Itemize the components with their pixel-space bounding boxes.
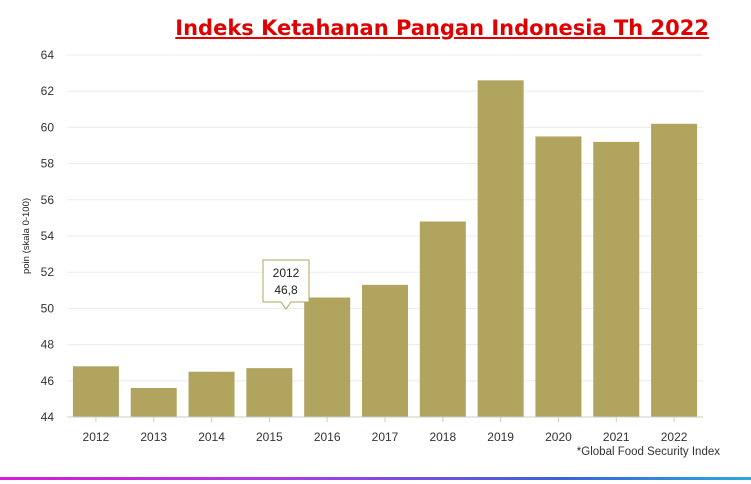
source-note: *Global Food Security Index — [576, 446, 720, 458]
bottom-divider — [0, 477, 751, 480]
y-tick-label: 52 — [41, 265, 55, 279]
bar-2022[interactable] — [651, 123, 698, 417]
data-tooltip: 2012 46,8 — [262, 259, 310, 310]
y-tick-label: 48 — [41, 338, 55, 352]
bar-2013[interactable] — [130, 388, 177, 417]
y-tick-label: 62 — [41, 84, 55, 98]
tooltip-category: 2012 — [273, 266, 300, 280]
x-tick-label: 2015 — [256, 430, 283, 444]
y-tick-label: 64 — [41, 48, 55, 62]
bar-2017[interactable] — [362, 284, 408, 417]
y-tick-label: 44 — [41, 410, 55, 424]
bar-2019[interactable] — [477, 80, 524, 417]
y-tick-label: 46 — [41, 374, 55, 388]
x-tick-label: 2022 — [661, 430, 688, 444]
bar-2020[interactable] — [535, 136, 582, 417]
bar-2012[interactable] — [72, 366, 119, 417]
x-tick-label: 2013 — [140, 430, 167, 444]
tooltip-value: 46,8 — [274, 283, 298, 297]
bar-2018[interactable] — [419, 221, 466, 417]
x-tick-label: 2012 — [83, 430, 110, 444]
x-tick-label: 2019 — [487, 430, 514, 444]
x-tick-label: 2017 — [372, 430, 399, 444]
y-tick-label: 50 — [41, 301, 55, 315]
y-axis-label: poin (skala 0-100) — [21, 198, 32, 274]
x-axis-ticks: 2012 2013 2014 2015 2016 2017 2018 2019 2020 2021… — [83, 417, 688, 444]
y-tick-label: 58 — [41, 157, 55, 171]
bar-2015[interactable] — [246, 368, 293, 417]
y-tick-label: 60 — [41, 120, 55, 134]
x-tick-label: 2021 — [603, 430, 630, 444]
x-tick-label: 2018 — [429, 430, 456, 444]
x-tick-label: 2014 — [198, 430, 225, 444]
chart-title: Indeks Ketahanan Pangan Indonesia Th 202… — [175, 16, 709, 40]
bar-2016[interactable] — [304, 297, 351, 417]
bar-2014[interactable] — [188, 371, 235, 417]
bars — [72, 80, 698, 417]
y-tick-label: 54 — [41, 229, 55, 243]
x-tick-label: 2020 — [545, 430, 572, 444]
y-tick-label: 56 — [41, 193, 55, 207]
y-axis-ticks: 44 46 48 50 52 54 56 58 60 62 64 — [41, 48, 55, 424]
bar-2021[interactable] — [593, 141, 640, 417]
tooltip-box — [262, 259, 310, 310]
x-tick-label: 2016 — [314, 430, 341, 444]
